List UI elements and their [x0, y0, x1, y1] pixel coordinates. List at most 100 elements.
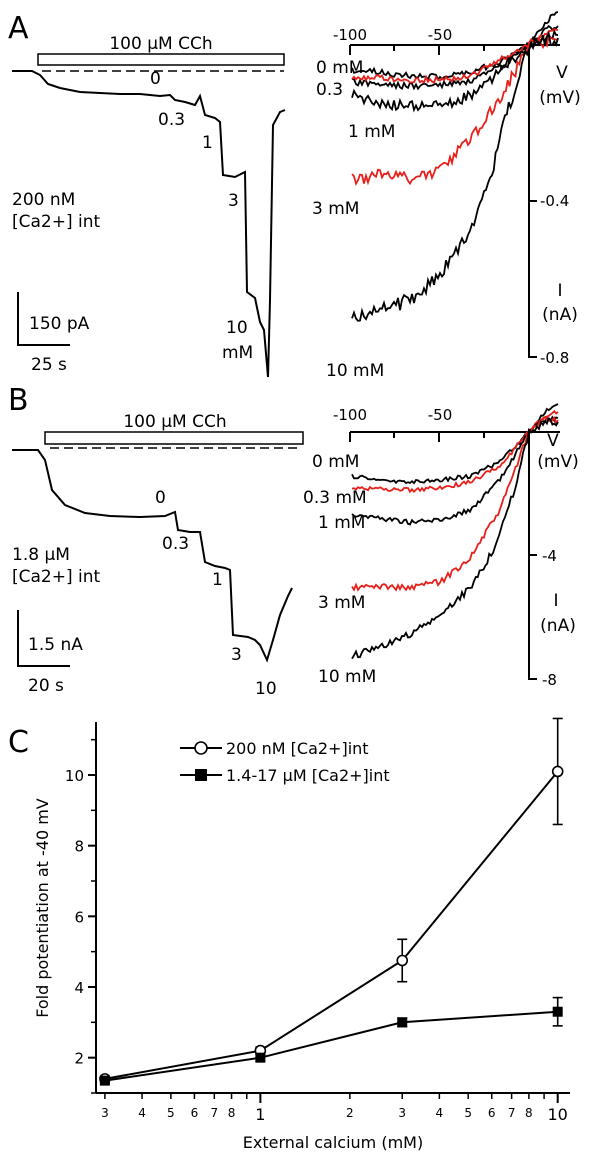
panel-b-step-label-0.3: 0.3: [162, 534, 189, 554]
panel-b-internal-conc: 1.8 μM: [12, 545, 70, 565]
panel-a-iv-curve-0.3mm: [351, 24, 559, 91]
panel-b-iv-plot: -100 -50 V (mV) -4 -8 I (nA) 0 mM 0.3 mM…: [303, 403, 579, 689]
panel-a-iv-curve-10mm: [351, 30, 559, 322]
panel-b-iv-v-tick-label: -50: [428, 406, 453, 424]
panel-b-scale-y-label: 1.5 nA: [28, 635, 83, 655]
panel-a-step-label-1: 1: [202, 133, 213, 153]
panel-b-drug-label: 100 μM CCh: [123, 412, 226, 432]
panel-c-y-ticks: 2 4 6 8 10: [65, 738, 96, 1094]
panel-b-iv-curve-3mm: [351, 415, 559, 592]
panel-b-letter: B: [8, 383, 29, 418]
panel-a-internal-conc: 200 nM: [12, 190, 75, 210]
legend-open-circle-marker: [194, 741, 208, 755]
panel-a-iv-curve-label: 0.3: [316, 80, 343, 100]
x-tick-label: 2: [346, 1106, 354, 1120]
panel-b-step-label-3: 3: [231, 645, 242, 665]
x-tick-label: 5: [167, 1106, 175, 1120]
panel-b-iv-v-tick-label: -100: [333, 406, 367, 424]
panel-b-iv-curve-label: 0 mM: [312, 452, 359, 472]
panel-b-iv-curve-label: 10 mM: [318, 667, 376, 687]
panel-b-iv-i-tick-label: -4: [542, 547, 557, 565]
data-point-filled-square: [552, 1006, 563, 1017]
panel-a-iv-i-tick-label: -0.8: [540, 349, 569, 367]
panel-a-drug-bar: [37, 53, 285, 66]
x-tick-label: 7: [508, 1106, 516, 1120]
x-tick-label: 6: [488, 1106, 496, 1120]
y-tick-label: 2: [74, 1050, 84, 1068]
panel-c-series: [99, 717, 564, 1086]
legend-label-high-ca: 1.4-17 μM [Ca2+]int: [226, 766, 390, 785]
panel-a-iv-curve-label: 0 mM: [316, 58, 363, 78]
panel-b-step-label-1: 1: [212, 570, 223, 590]
panel-c-x-axis-title: External calcium (mM): [243, 1133, 423, 1152]
panel-b-step-label-10: 10: [255, 679, 277, 699]
panel-a-iv-i-unit: (nA): [542, 305, 578, 325]
panel-b-iv-v-label: V: [547, 431, 559, 451]
panel-a-scale-x-label: 25 s: [31, 355, 67, 375]
panel-a-scale-y-label: 150 pA: [29, 314, 90, 334]
panel-b-iv-curve-label: 3 mM: [318, 593, 365, 613]
x-tick-label: 4: [138, 1106, 146, 1120]
legend-label-200nm: 200 nM [Ca2+]int: [226, 739, 369, 758]
panel-a-iv-plot: -100 -50 V (mV) -0.4 -0.8 I (nA) 0 mM 0.…: [312, 11, 581, 381]
panel-b-iv-curve-1mm: [351, 415, 559, 526]
series-line-1: [104, 1010, 558, 1082]
data-point-filled-square: [255, 1052, 266, 1063]
x-tick-label: 10: [548, 1105, 568, 1124]
panel-a-iv-curve-0.3mm-red: [351, 27, 559, 85]
panel-a-step-label-10: 10: [226, 318, 248, 338]
panel-c-letter: C: [8, 725, 29, 760]
panel-a-step-label-mm: mM: [222, 343, 253, 363]
panel-a: A 100 μM CCh 0 0.3 1 3 10 mM 200 nM [Ca2…: [8, 11, 581, 381]
panel-a-iv-v-tick-label: -100: [333, 26, 367, 44]
x-tick-label: 7: [210, 1106, 218, 1120]
panel-c-legend: 200 nM [Ca2+]int 1.4-17 μM [Ca2+]int: [180, 739, 390, 785]
y-tick-label: 10: [65, 767, 84, 785]
data-point-open-circle: [551, 765, 564, 778]
data-point-filled-square: [397, 1017, 408, 1028]
panel-b-iv-i-unit: (nA): [540, 616, 576, 636]
x-tick-label: 3: [101, 1106, 109, 1120]
x-tick-label: 1: [255, 1105, 265, 1124]
panel-a-letter: A: [8, 11, 29, 46]
data-point-open-circle: [396, 954, 409, 967]
panel-b-iv-curve-label: 1 mM: [318, 513, 365, 533]
panel-b-iv-curve-label: 0.3 mM: [303, 488, 367, 508]
panel-a-iv-i-label: I: [557, 281, 562, 301]
x-tick-label: 6: [191, 1106, 199, 1120]
y-tick-label: 6: [74, 908, 84, 926]
y-tick-label: 8: [74, 838, 84, 856]
data-point-filled-square: [99, 1075, 110, 1086]
panel-a-current-trace: [12, 70, 286, 378]
panel-b-iv-i-label: I: [553, 591, 558, 611]
panel-b-step-label-0: 0: [155, 488, 166, 508]
panel-b-iv-i-tick-label: -8: [542, 671, 557, 689]
panel-a-step-label-0: 0: [150, 69, 161, 89]
x-tick-label: 3: [398, 1106, 406, 1120]
panel-a-iv-curve-3mm: [351, 35, 559, 187]
x-tick-label: 5: [464, 1106, 472, 1120]
panel-b-internal-label: [Ca2+] int: [12, 567, 101, 587]
panel-a-step-label-0.3: 0.3: [158, 110, 185, 130]
panel-a-iv-curve-label: 3 mM: [312, 199, 359, 219]
legend-filled-square-marker: [195, 769, 207, 781]
panel-a-internal-label: [Ca2+] int: [12, 212, 101, 232]
panel-b-iv-v-unit: (mV): [537, 452, 578, 472]
x-tick-label: 8: [228, 1106, 236, 1120]
panel-b: B 100 μM CCh 0 0.3 1 3 10 1.8 μM [Ca2+] …: [8, 383, 579, 699]
panel-a-iv-curve-label: 10 mM: [326, 361, 384, 381]
panel-b-current-trace: [12, 449, 293, 663]
panel-a-scale-bar: [17, 292, 70, 346]
panel-b-drug-bar: [44, 431, 304, 445]
panel-a-iv-i-tick-label: -0.4: [540, 192, 569, 210]
panel-b-scale-bar: [17, 610, 70, 667]
panel-a-iv-curve-label: 1 mM: [348, 122, 395, 142]
panel-b-scale-x-label: 20 s: [28, 676, 64, 696]
y-tick-label: 4: [74, 979, 84, 997]
panel-a-step-label-3: 3: [228, 191, 239, 211]
panel-c-y-axis-title: Fold potentiation at -40 mV: [33, 798, 52, 1018]
panel-c-x-ticks: 3 4 5 6 7 8 1 2 3 4 5 6 7 8 10: [101, 1093, 568, 1124]
panel-b-iv-curve-10mm: [351, 417, 559, 660]
